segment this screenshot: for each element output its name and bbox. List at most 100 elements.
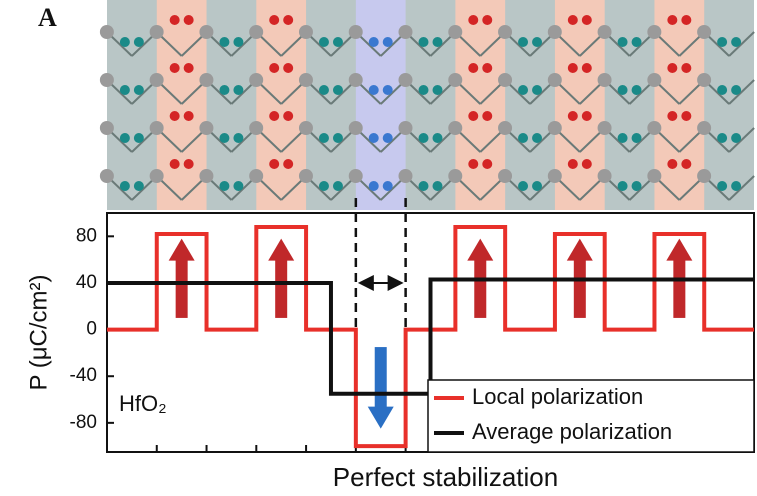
atom-hf — [299, 121, 313, 135]
atom-hf — [249, 25, 263, 39]
atom-hf — [498, 73, 512, 87]
atom-o — [468, 63, 478, 73]
atom-o — [369, 85, 379, 95]
atom-o — [731, 133, 741, 143]
atom-hf — [199, 121, 213, 135]
atom-o — [134, 133, 144, 143]
ferro-band — [455, 0, 505, 210]
atom-hf — [399, 25, 413, 39]
atom-o — [568, 63, 578, 73]
atom-o — [219, 181, 229, 191]
ferro-band — [157, 0, 207, 210]
atom-o — [184, 15, 194, 25]
atom-o — [433, 37, 443, 47]
atom-hf — [299, 25, 313, 39]
atom-hf — [498, 121, 512, 135]
atom-o — [419, 133, 429, 143]
polarization-arrow — [474, 259, 486, 318]
atom-hf — [548, 25, 562, 39]
atom-o — [269, 15, 279, 25]
atom-o — [717, 85, 727, 95]
atom-hf — [399, 73, 413, 87]
atom-o — [283, 15, 293, 25]
polarization-arrow-head — [169, 239, 195, 261]
atom-hf — [249, 73, 263, 87]
atom-o — [468, 15, 478, 25]
atom-o — [717, 37, 727, 47]
ferro-band — [256, 0, 306, 210]
atom-hf — [399, 121, 413, 135]
atom-o — [618, 37, 628, 47]
polarization-arrow — [574, 259, 586, 318]
atom-o — [632, 85, 642, 95]
atom-o — [383, 181, 393, 191]
atom-o — [120, 181, 130, 191]
atom-o — [532, 133, 542, 143]
atom-hf — [498, 25, 512, 39]
atom-hf — [100, 121, 114, 135]
atom-o — [283, 159, 293, 169]
atom-o — [233, 181, 243, 191]
atom-o — [134, 85, 144, 95]
atom-hf — [399, 169, 413, 183]
atom-hf — [598, 169, 612, 183]
series-line — [107, 279, 754, 393]
atom-o — [482, 63, 492, 73]
atom-o — [333, 133, 343, 143]
atom-o — [731, 181, 741, 191]
atom-o — [170, 15, 180, 25]
y-tick-label: 0 — [86, 319, 97, 340]
atom-o — [468, 111, 478, 121]
polarization-arrow — [673, 259, 685, 318]
atom-o — [319, 133, 329, 143]
polarization-arrow — [375, 347, 387, 409]
atom-o — [582, 111, 592, 121]
atom-o — [170, 63, 180, 73]
atom-hf — [150, 121, 164, 135]
atom-hf — [100, 73, 114, 87]
atom-o — [518, 133, 528, 143]
atom-o — [120, 85, 130, 95]
atom-o — [219, 85, 229, 95]
atom-hf — [100, 25, 114, 39]
atom-hf — [349, 73, 363, 87]
legend-label: Local polarization — [472, 384, 643, 409]
atom-o — [433, 85, 443, 95]
ferro-band — [654, 0, 704, 210]
atom-hf — [349, 169, 363, 183]
atom-o — [170, 111, 180, 121]
atom-hf — [299, 73, 313, 87]
atom-o — [419, 181, 429, 191]
figure: A -80-4004080HfO₂Perfect stabilizationP … — [0, 0, 757, 496]
y-tick-label: 40 — [76, 272, 97, 293]
atom-o — [433, 181, 443, 191]
page: A -80-4004080HfO₂Perfect stabilizationP … — [0, 0, 757, 496]
atom-o — [419, 85, 429, 95]
atom-hf — [548, 73, 562, 87]
atom-o — [184, 63, 194, 73]
atom-hf — [647, 25, 661, 39]
polarization-arrow-head — [666, 239, 692, 261]
atom-hf — [199, 169, 213, 183]
atom-o — [632, 133, 642, 143]
atom-o — [582, 63, 592, 73]
atom-o — [667, 63, 677, 73]
atom-o — [681, 159, 691, 169]
y-tick-label: 80 — [76, 225, 97, 246]
atom-hf — [498, 169, 512, 183]
atom-hf — [100, 169, 114, 183]
atom-hf — [448, 121, 462, 135]
atom-hf — [697, 73, 711, 87]
atom-o — [632, 37, 642, 47]
atom-o — [568, 15, 578, 25]
atom-o — [319, 37, 329, 47]
atom-o — [283, 63, 293, 73]
atom-hf — [598, 121, 612, 135]
atom-o — [170, 159, 180, 169]
atom-hf — [349, 25, 363, 39]
ferro-band — [555, 0, 605, 210]
atom-o — [518, 181, 528, 191]
atom-o — [518, 37, 528, 47]
atom-hf — [448, 169, 462, 183]
atom-hf — [249, 169, 263, 183]
